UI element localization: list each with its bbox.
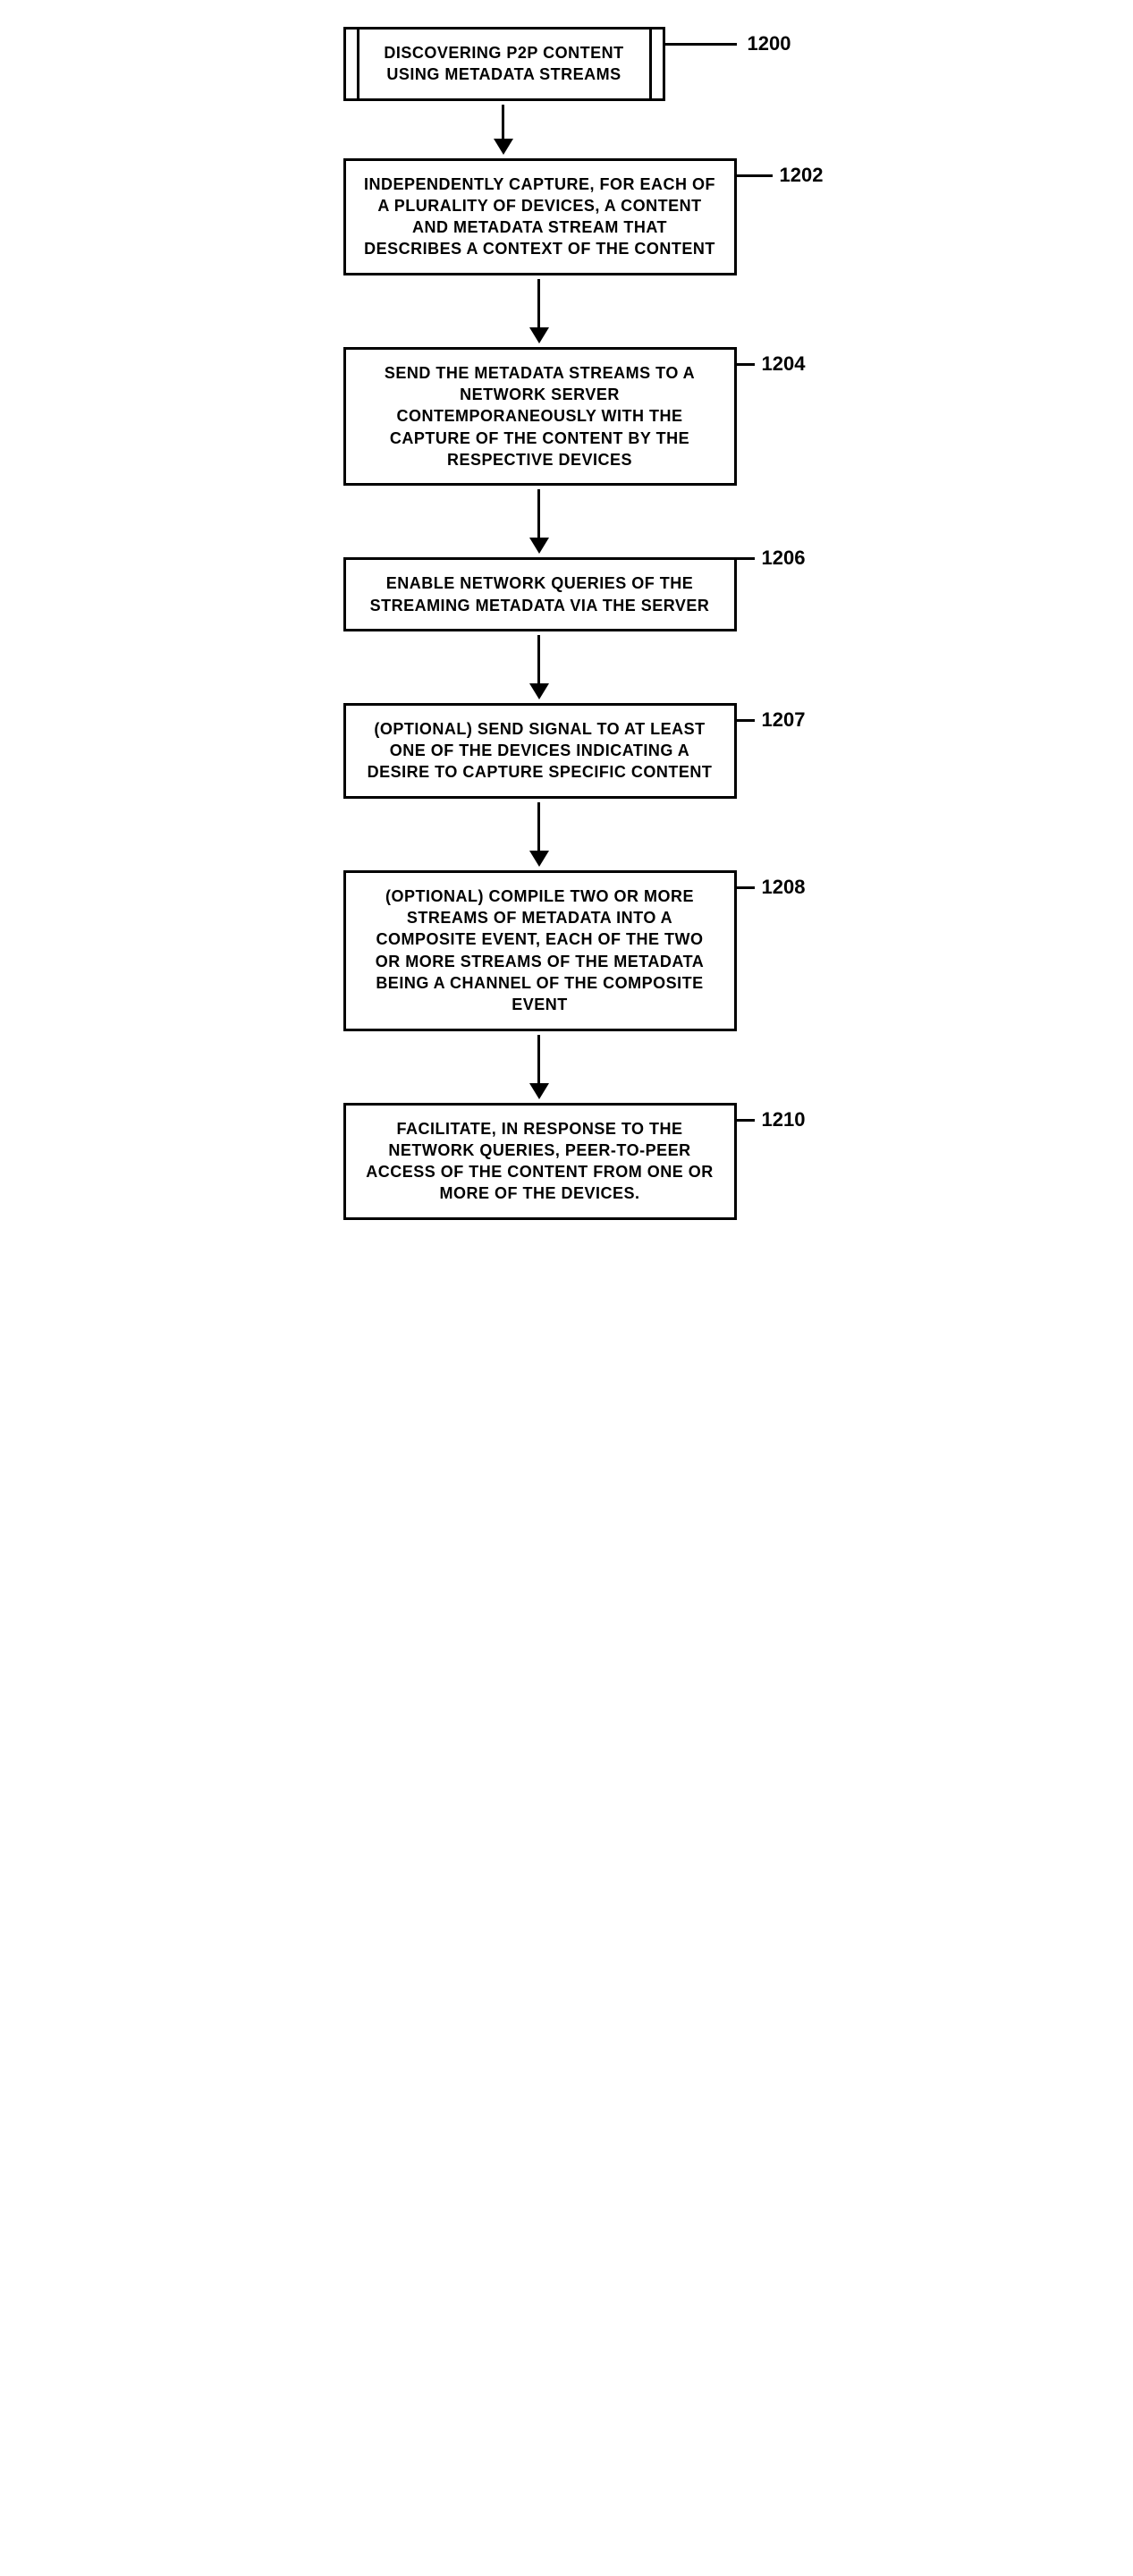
flow-step-box: (OPTIONAL) SEND SIGNAL TO AT LEAST ONE O…	[343, 703, 737, 799]
flow-node-n0: DISCOVERING P2P CONTENT USING METADATA S…	[317, 27, 817, 101]
ref-number: 1210	[762, 1108, 806, 1131]
flow-node-n3: ENABLE NETWORK QUERIES OF THE STREAMING …	[317, 557, 817, 631]
arrow-shaft	[537, 802, 540, 851]
flow-node-n2: SEND THE METADATA STREAMS TO A NETWORK S…	[317, 347, 817, 486]
flowchart-root: DISCOVERING P2P CONTENT USING METADATA S…	[317, 27, 817, 1220]
ref-number: 1202	[780, 164, 824, 187]
ref-number: 1208	[762, 876, 806, 899]
arrow-head-icon	[529, 851, 549, 867]
arrow-shaft	[537, 635, 540, 683]
arrow-shaft	[537, 489, 540, 538]
arrow-head-icon	[494, 139, 513, 155]
ref-lead-line	[665, 43, 737, 46]
ref-lead-line	[737, 886, 755, 889]
ref-number: 1200	[748, 32, 791, 55]
ref-number: 1206	[762, 547, 806, 570]
ref-number: 1204	[762, 352, 806, 376]
arrow-head-icon	[529, 1083, 549, 1099]
flow-node-n1: INDEPENDENTLY CAPTURE, FOR EACH OF A PLU…	[317, 158, 817, 275]
flow-title-box: DISCOVERING P2P CONTENT USING METADATA S…	[343, 27, 665, 101]
arrow-head-icon	[529, 538, 549, 554]
flow-step-box: (OPTIONAL) COMPILE TWO OR MORE STREAMS O…	[343, 870, 737, 1031]
flow-step-box: FACILITATE, IN RESPONSE TO THE NETWORK Q…	[343, 1103, 737, 1220]
arrow-shaft	[537, 279, 540, 327]
ref-lead-line	[737, 363, 755, 366]
flow-node-n5: (OPTIONAL) COMPILE TWO OR MORE STREAMS O…	[317, 870, 817, 1031]
ref-lead-line	[737, 557, 755, 560]
flow-step-box: ENABLE NETWORK QUERIES OF THE STREAMING …	[343, 557, 737, 631]
arrow-shaft	[502, 105, 504, 139]
flow-node-n4: (OPTIONAL) SEND SIGNAL TO AT LEAST ONE O…	[317, 703, 817, 799]
flow-step-box: INDEPENDENTLY CAPTURE, FOR EACH OF A PLU…	[343, 158, 737, 275]
ref-lead-line	[737, 719, 755, 722]
arrow-head-icon	[529, 327, 549, 343]
flow-step-box: SEND THE METADATA STREAMS TO A NETWORK S…	[343, 347, 737, 486]
arrow-head-icon	[529, 683, 549, 699]
ref-number: 1207	[762, 708, 806, 732]
arrow-shaft	[537, 1035, 540, 1083]
ref-lead-line	[737, 174, 773, 177]
flow-node-n6: FACILITATE, IN RESPONSE TO THE NETWORK Q…	[317, 1103, 817, 1220]
ref-lead-line	[737, 1119, 755, 1122]
